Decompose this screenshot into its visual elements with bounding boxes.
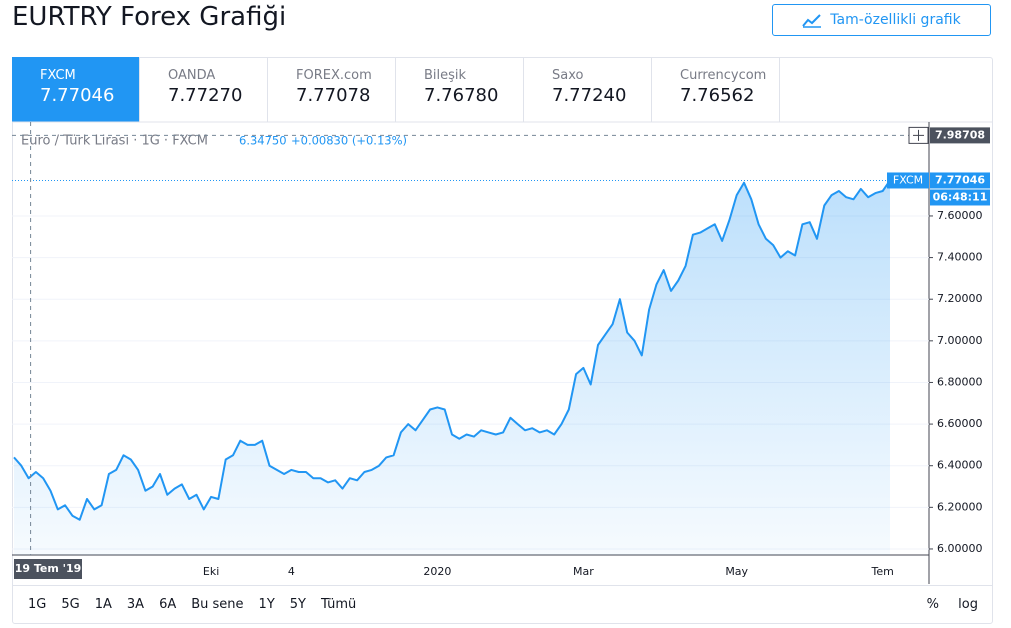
tab-price: 7.76562	[680, 85, 755, 106]
range-button[interactable]: 3A	[126, 597, 145, 612]
tab-name: OANDA	[168, 68, 216, 83]
range-button[interactable]: 1A	[94, 597, 112, 612]
tab-price: 7.77078	[296, 85, 371, 106]
tab[interactable]: FOREX.com 7.77078	[268, 57, 396, 122]
legend-price: 6.34750	[239, 134, 287, 148]
range-button[interactable]: Bu sene	[191, 597, 244, 612]
full-chart-button[interactable]: Tam-özellikli grafik	[772, 4, 991, 36]
tab[interactable]: Saxo 7.77240	[524, 57, 652, 122]
chart-icon	[802, 14, 822, 28]
legend-change: +0.00830 (+0.13%)	[291, 134, 407, 148]
range-button[interactable]: 1G	[28, 597, 47, 612]
range-button[interactable]: 6A	[159, 597, 177, 612]
crosshair-date-tag	[14, 559, 82, 579]
scale-buttons: % log	[927, 597, 993, 612]
range-toolbar: 1G 5G 1A 3A 6A Bu sene 1Y 5Y Tümü % log	[12, 585, 993, 623]
series-tag-label: FXCM	[893, 173, 923, 186]
x-tick-label: Tem	[871, 565, 894, 578]
crosshair-price-label: 7.98708	[935, 128, 985, 141]
y-tick-label: 6.60000	[937, 417, 983, 430]
source-tabs: FXCM 7.77046 OANDA 7.77270 FOREX.com 7.7707…	[12, 57, 780, 122]
button-label: Tam-özellikli grafik	[830, 12, 961, 28]
y-tick-label: 7.00000	[937, 334, 983, 347]
x-tick-label: Mar	[573, 565, 594, 578]
percent-button[interactable]: %	[926, 597, 940, 612]
y-tick-label: 7.60000	[937, 209, 983, 222]
y-tick-label: 6.40000	[937, 459, 983, 472]
tab-price: 7.77270	[168, 85, 243, 106]
y-tick-label: 6.80000	[937, 375, 983, 388]
tab-price: 7.77046	[40, 85, 115, 106]
log-button[interactable]: log	[958, 597, 978, 612]
x-tick-label: Eki	[203, 565, 219, 578]
tab-price: 7.76780	[424, 85, 499, 106]
y-tick-label: 6.00000	[937, 542, 983, 555]
y-tick-label: 6.20000	[937, 500, 983, 513]
price-line	[13, 179, 891, 521]
series-tag	[887, 172, 929, 189]
range-button[interactable]: 1Y	[258, 597, 275, 612]
legend-title: Euro / Türk Lirası · 1G · FXCM	[21, 134, 208, 149]
countdown-label: 06:48:11	[933, 190, 988, 203]
tab-name: Bileşik	[424, 68, 467, 83]
x-tick-label: May	[725, 565, 748, 578]
area-fill	[14, 180, 890, 555]
x-tick-label: 4	[288, 565, 295, 578]
tab-price: 7.77240	[552, 85, 627, 106]
y-tick-label: 7.40000	[937, 251, 983, 264]
x-tick-label: 2020	[423, 565, 451, 578]
crosshair-price-tag	[930, 127, 990, 144]
countdown-tag	[930, 189, 990, 206]
tab-name: Currencycom	[680, 68, 767, 83]
tab-name: FOREX.com	[296, 68, 372, 83]
crosshair-plus	[913, 129, 924, 141]
tab-name: FXCM	[40, 68, 76, 83]
last-price-label: 7.77046	[935, 173, 985, 186]
crosshair-date-label: 19 Tem '19	[15, 562, 82, 575]
range-button[interactable]: 5Y	[289, 597, 306, 612]
tab-name: Saxo	[552, 68, 584, 83]
last-price-tag	[930, 172, 990, 189]
y-tick-label: 7.20000	[937, 292, 983, 305]
page-title: EURTRY Forex Grafiği	[12, 2, 287, 32]
range-button[interactable]: 5G	[61, 597, 80, 612]
tab[interactable]: FXCM 7.77046	[12, 57, 140, 122]
tab[interactable]: Bileşik 7.76780	[396, 57, 524, 122]
tab[interactable]: OANDA 7.77270	[140, 57, 268, 122]
tab[interactable]: Currencycom 7.76562	[652, 57, 780, 122]
range-button[interactable]: Tümü	[320, 597, 357, 612]
